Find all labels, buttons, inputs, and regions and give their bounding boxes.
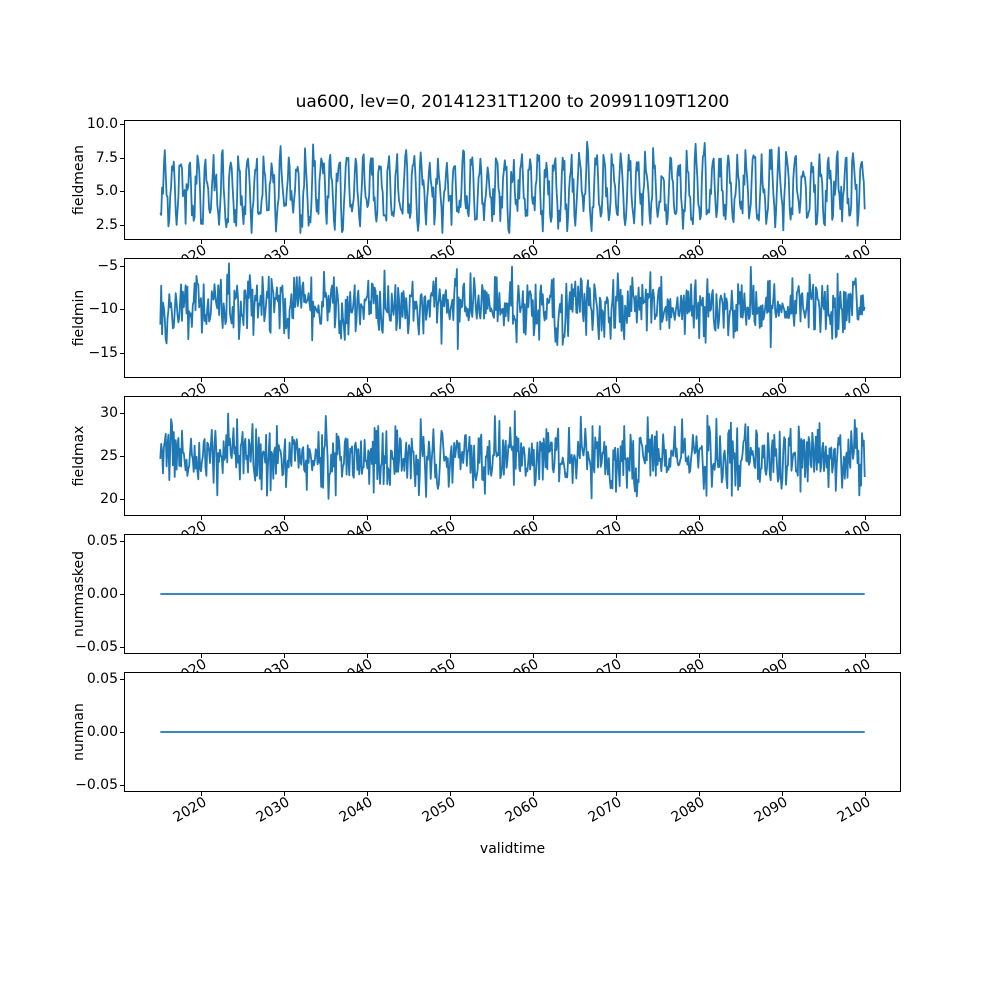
ylabel-fieldmin: fieldmin [71, 289, 87, 347]
ytick-fieldmean: 10.0 [86, 116, 118, 133]
axes-fieldmin [124, 258, 901, 378]
ytick-numnan: 0.05 [86, 670, 118, 687]
line-series-fieldmin [159, 262, 866, 350]
ytick-numnan: 0.00 [86, 724, 118, 740]
ytick-fieldmin: −5 [97, 257, 118, 274]
ytick-fieldmax: 20 [100, 491, 118, 508]
ytick-fieldmean: 2.5 [95, 216, 118, 233]
ytick-numnan: −0.05 [75, 777, 118, 794]
ytick-nummasked: 0.00 [86, 586, 118, 602]
ytick-fieldmax: 30 [100, 404, 118, 421]
line-series-numnan [160, 731, 865, 733]
ytick-fieldmean: 5.0 [95, 183, 118, 200]
ytick-fieldmax: 25 [100, 448, 118, 464]
ytick-fieldmean: 7.5 [95, 149, 118, 166]
ytick-fieldmin: −15 [88, 344, 118, 361]
axes-fieldmax [124, 396, 901, 516]
x-axis-label: validtime [479, 841, 546, 857]
axes-fieldmean [124, 120, 901, 240]
ytick-fieldmin: −10 [88, 301, 118, 318]
line-series-fieldmax [159, 410, 866, 500]
axes-nummasked [124, 534, 901, 654]
chart-title: ua600, lev=0, 20141231T1200 to 20991109T… [295, 92, 730, 112]
ytick-nummasked: −0.05 [75, 639, 118, 656]
line-series-nummasked [160, 593, 865, 595]
ytick-nummasked: 0.05 [86, 532, 118, 549]
line-series-fieldmean [159, 140, 866, 234]
axes-numnan [124, 672, 901, 792]
